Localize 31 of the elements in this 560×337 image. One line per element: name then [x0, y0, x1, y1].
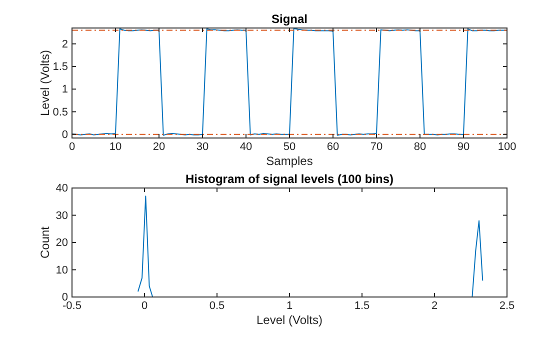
x-axis-title: Level (Volts) — [256, 313, 323, 327]
x-tick-label: 90 — [457, 140, 470, 153]
x-tick-label: 10 — [109, 140, 122, 153]
x-axis-title: Samples — [266, 154, 313, 168]
y-tick-label: 20 — [56, 237, 68, 250]
x-tick-label: 70 — [370, 140, 383, 153]
x-tick-label: 2 — [431, 300, 438, 312]
x-tick-label: 40 — [240, 140, 252, 153]
y-tick-label: 0 — [62, 128, 68, 141]
y-tick-label: 1.5 — [52, 60, 68, 73]
x-tick-label: 20 — [152, 140, 166, 153]
x-tick-label: 30 — [196, 140, 209, 153]
y-tick-label: 30 — [56, 210, 68, 222]
x-tick-label: 1.5 — [354, 300, 370, 312]
x-tick-label: 0.5 — [209, 300, 225, 312]
x-tick-label: 2.5 — [499, 300, 515, 312]
x-tick-label: 50 — [283, 140, 296, 153]
y-tick-label: 1 — [62, 84, 68, 96]
x-tick-label: 0 — [141, 300, 148, 312]
x-tick-label: 80 — [414, 140, 426, 153]
y-tick-label: 10 — [56, 264, 68, 276]
chart-title: Histogram of signal levels (100 bins) — [185, 172, 394, 186]
chart-title: Signal — [271, 12, 308, 26]
x-tick-label: 100 — [498, 140, 516, 153]
x-tick-label: 1 — [286, 300, 293, 312]
y-tick-label: 0.5 — [52, 106, 68, 118]
y-axis-title: Level (Volts) — [38, 50, 52, 116]
y-axis-title: Count — [38, 226, 52, 259]
x-tick-label: 60 — [326, 140, 340, 153]
y-tick-label: 2 — [62, 38, 68, 50]
y-tick-label: 40 — [56, 182, 68, 195]
